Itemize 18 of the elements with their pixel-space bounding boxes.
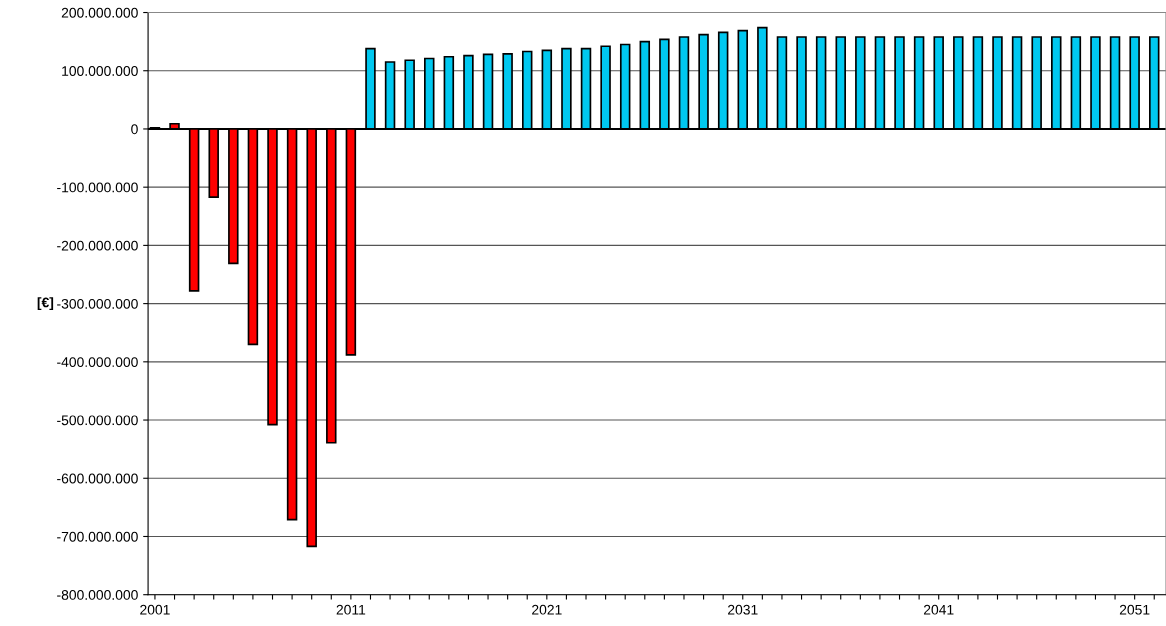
x-tick-label: 2011 xyxy=(336,604,366,615)
y-tick-label: -800.000.000 xyxy=(57,590,138,600)
y-tick-label: -600.000.000 xyxy=(57,473,138,484)
y-tick-label: -200.000.000 xyxy=(57,240,138,251)
y-tick-label: -100.000.000 xyxy=(57,182,138,193)
x-tick-label: 2021 xyxy=(532,604,562,615)
x-tick-label: 2041 xyxy=(923,604,954,615)
y-tick-label: -500.000.000 xyxy=(57,415,138,426)
y-tick-label: 100.000.000 xyxy=(62,66,138,76)
y-tick-label: 200.000.000 xyxy=(61,7,138,18)
y-tick-label: 0 xyxy=(131,124,138,135)
x-tick-label: 2001 xyxy=(140,604,170,615)
y-tick-label: -700.000.000 xyxy=(57,531,138,542)
x-tick-label: 2031 xyxy=(728,604,758,615)
y-tick-label: -400.000.000 xyxy=(57,357,138,367)
y-axis-title: [€] xyxy=(37,297,54,311)
x-tick-label: 2051 xyxy=(1119,604,1150,615)
y-tick-label: -300.000.000 xyxy=(57,298,138,309)
